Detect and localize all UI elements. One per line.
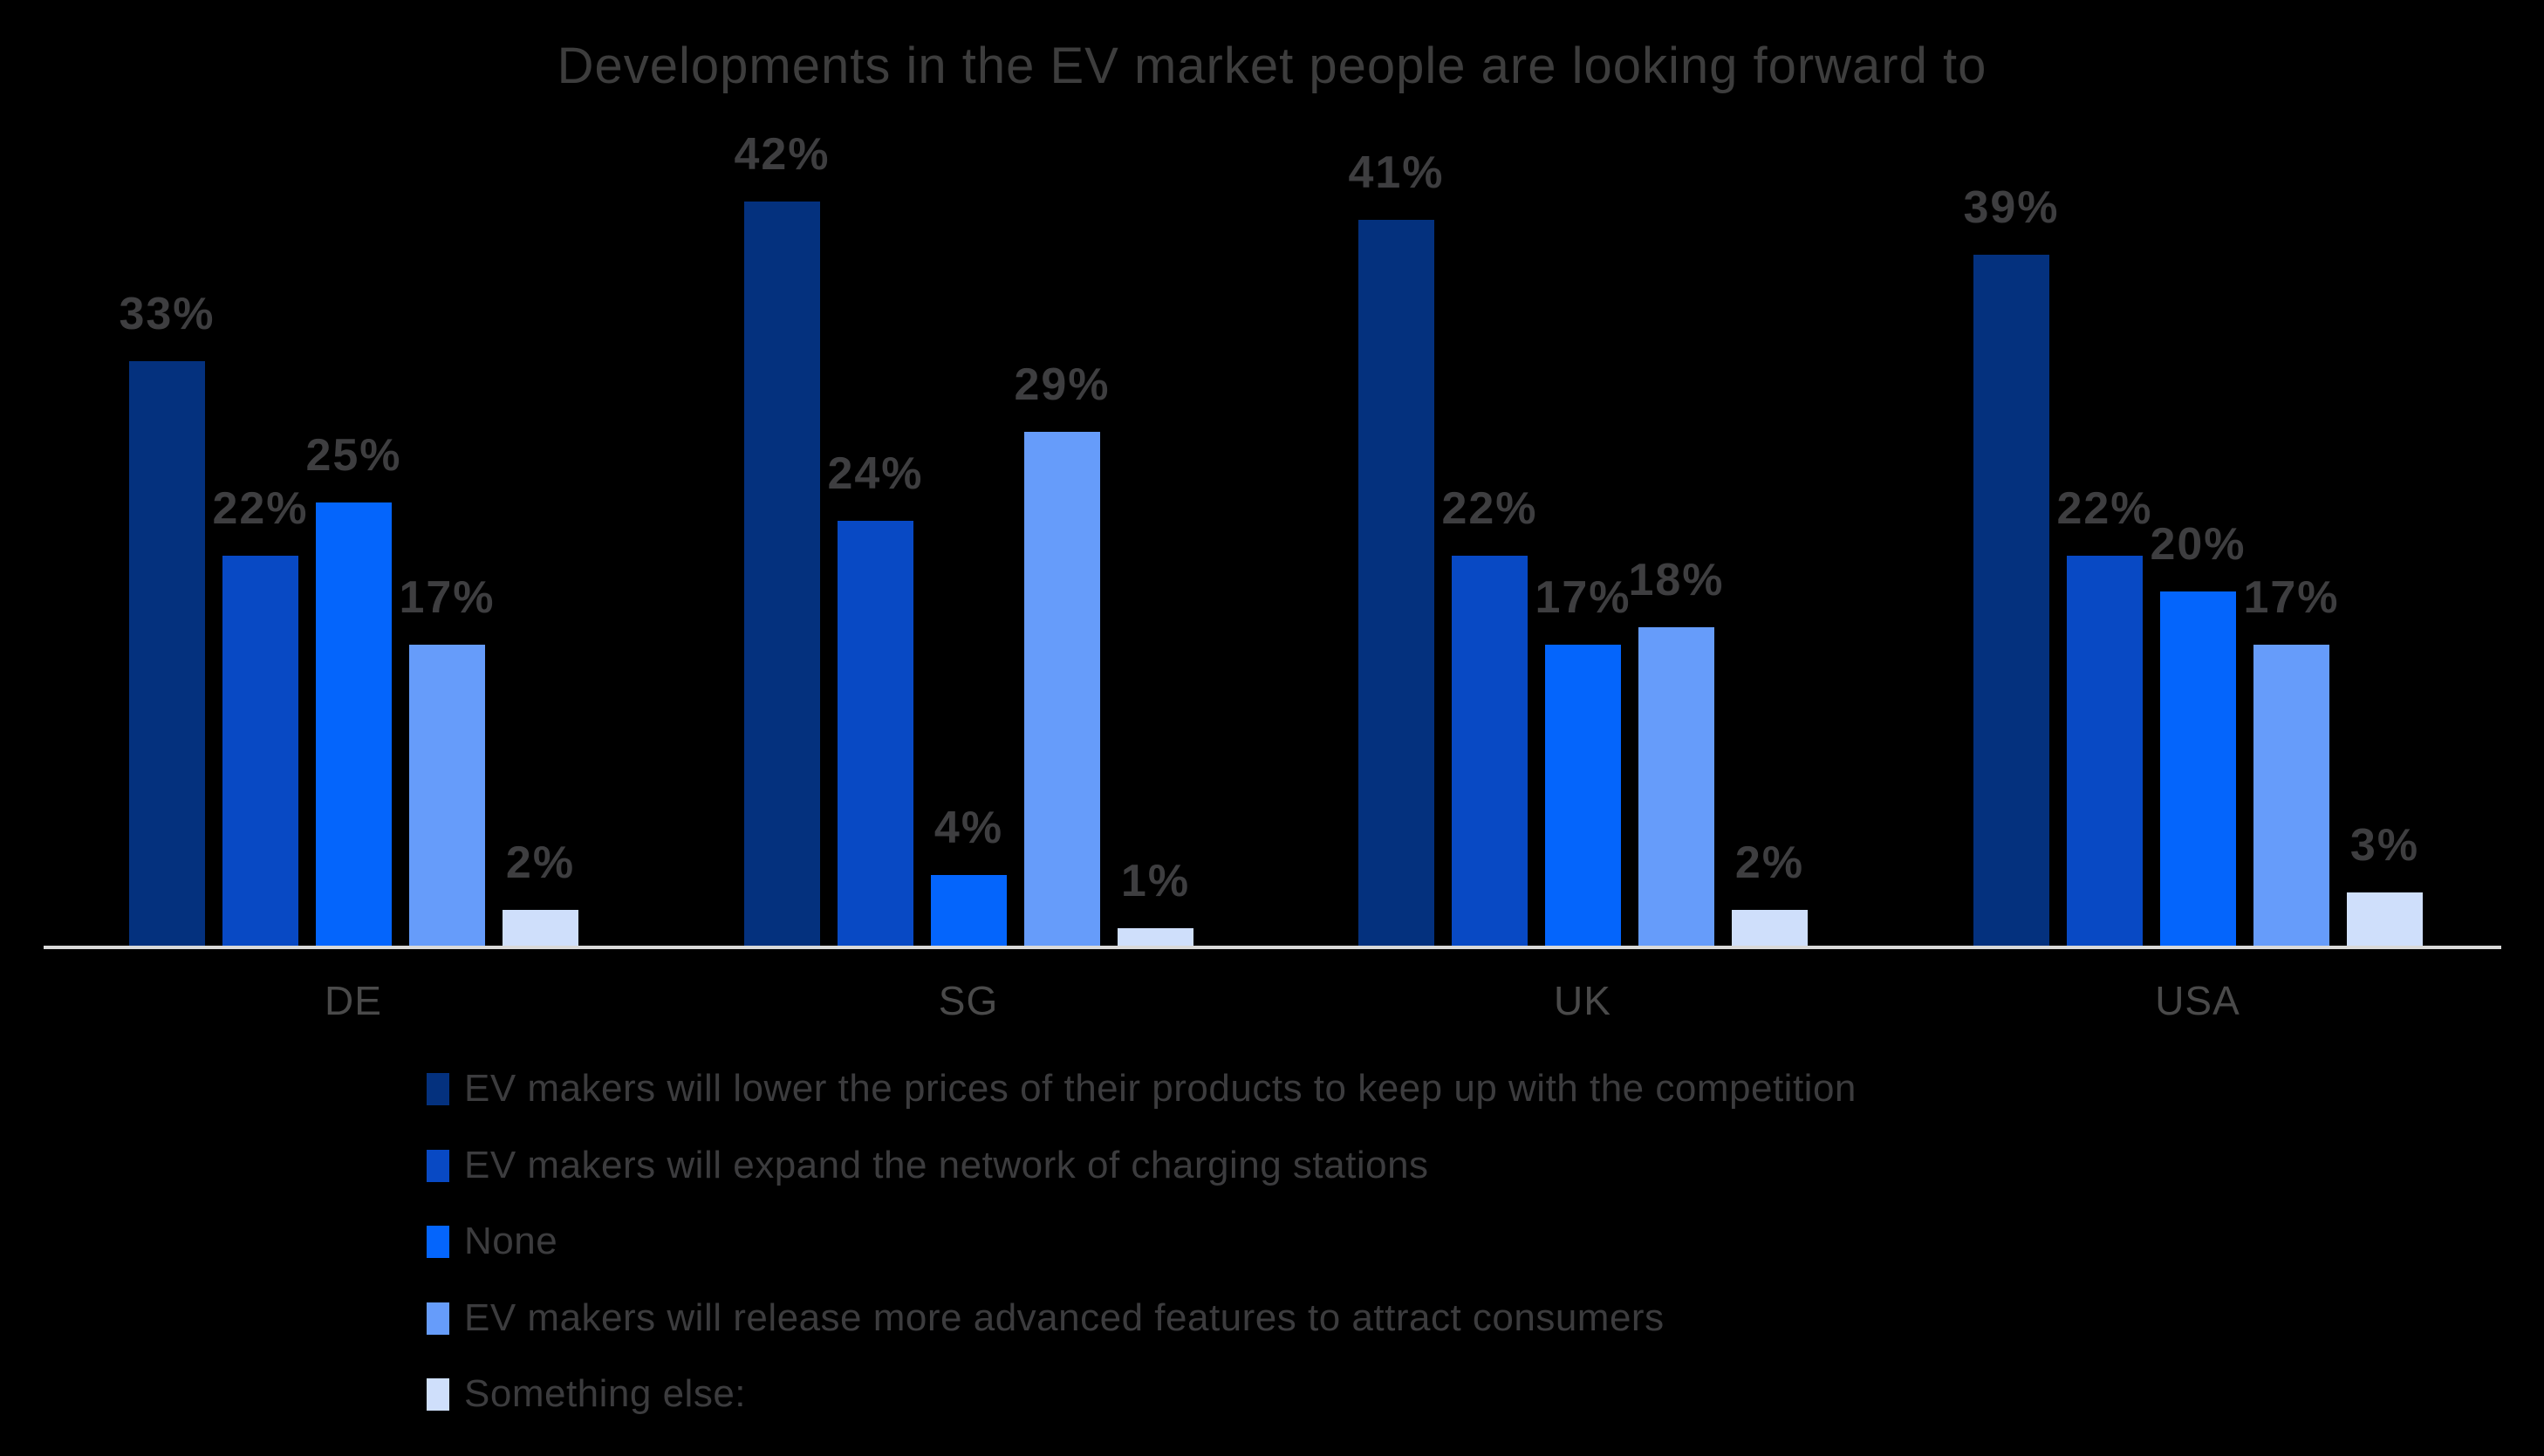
legend-swatch-icon (427, 1149, 449, 1182)
legend-item-5[interactable]: Something else: (427, 1375, 746, 1413)
legend-swatch-icon (427, 1225, 449, 1258)
bar-value-label: 22% (1441, 483, 1538, 534)
bar-SG-series2[interactable] (838, 521, 913, 946)
bar-value-label: 4% (933, 803, 1004, 853)
legend-item-4[interactable]: EV makers will release more advanced fea… (427, 1299, 1665, 1337)
bar-UK-series5[interactable] (1732, 910, 1808, 946)
bar-value-label: 22% (212, 483, 309, 534)
bar-value-label: 39% (1963, 182, 2060, 233)
bar-value-label: 33% (119, 289, 215, 339)
legend-label: None (464, 1220, 558, 1262)
bar-value-label: 2% (505, 837, 576, 888)
bar-value-label: 1% (1120, 856, 1191, 906)
legend-swatch-icon (427, 1072, 449, 1105)
legend-item-1[interactable]: EV makers will lower the prices of their… (427, 1070, 1857, 1108)
bar-SG-series3[interactable] (931, 875, 1007, 946)
x-axis-label-SG: SG (938, 978, 999, 1023)
bar-value-label: 3% (2349, 820, 2420, 871)
x-axis-label-DE: DE (325, 978, 382, 1023)
legend-swatch-icon (427, 1302, 449, 1335)
bar-value-label: 41% (1348, 147, 1445, 198)
x-axis-line (44, 946, 2501, 949)
bar-value-label: 24% (827, 448, 924, 499)
bar-value-label: 17% (2243, 572, 2340, 623)
bar-value-label: 22% (2056, 483, 2153, 534)
legend-label: Something else: (464, 1372, 747, 1415)
chart-title: Developments in the EV market people are… (557, 38, 1987, 94)
bar-USA-series4[interactable] (2253, 645, 2329, 946)
bar-DE-series4[interactable] (409, 645, 485, 946)
bar-UK-series4[interactable] (1638, 627, 1714, 946)
bar-DE-series1[interactable] (129, 361, 205, 946)
legend-label: EV makers will release more advanced fea… (464, 1296, 1665, 1339)
bar-USA-series5[interactable] (2347, 892, 2423, 946)
legend-item-3[interactable]: None (427, 1222, 557, 1261)
bar-DE-series5[interactable] (503, 910, 578, 946)
bar-SG-series1[interactable] (744, 202, 820, 946)
bar-value-label: 25% (305, 430, 402, 481)
legend-item-2[interactable]: EV makers will expand the network of cha… (427, 1146, 1429, 1185)
bar-DE-series2[interactable] (222, 556, 298, 946)
x-axis-label-UK: UK (1554, 978, 1611, 1023)
bar-USA-series2[interactable] (2067, 556, 2143, 946)
legend-label: EV makers will expand the network of cha… (464, 1144, 1429, 1186)
bar-value-label: 18% (1628, 555, 1725, 605)
bar-UK-series3[interactable] (1545, 645, 1621, 946)
bar-UK-series1[interactable] (1358, 220, 1434, 946)
legend-swatch-icon (427, 1377, 449, 1411)
bar-UK-series2[interactable] (1452, 556, 1528, 946)
bar-value-label: 42% (734, 129, 831, 180)
bar-SG-series4[interactable] (1024, 432, 1100, 946)
bar-DE-series3[interactable] (316, 502, 392, 946)
bar-value-label: 20% (2150, 519, 2247, 570)
bar-value-label: 29% (1014, 359, 1111, 410)
bar-USA-series3[interactable] (2160, 591, 2236, 946)
bar-SG-series5[interactable] (1118, 928, 1193, 946)
bar-value-label: 17% (399, 572, 496, 623)
bar-value-label: 17% (1535, 572, 1631, 623)
x-axis-label-USA: USA (2155, 978, 2240, 1023)
bar-USA-series1[interactable] (1973, 255, 2049, 946)
bar-value-label: 2% (1734, 837, 1805, 888)
legend-label: EV makers will lower the prices of their… (464, 1067, 1857, 1110)
